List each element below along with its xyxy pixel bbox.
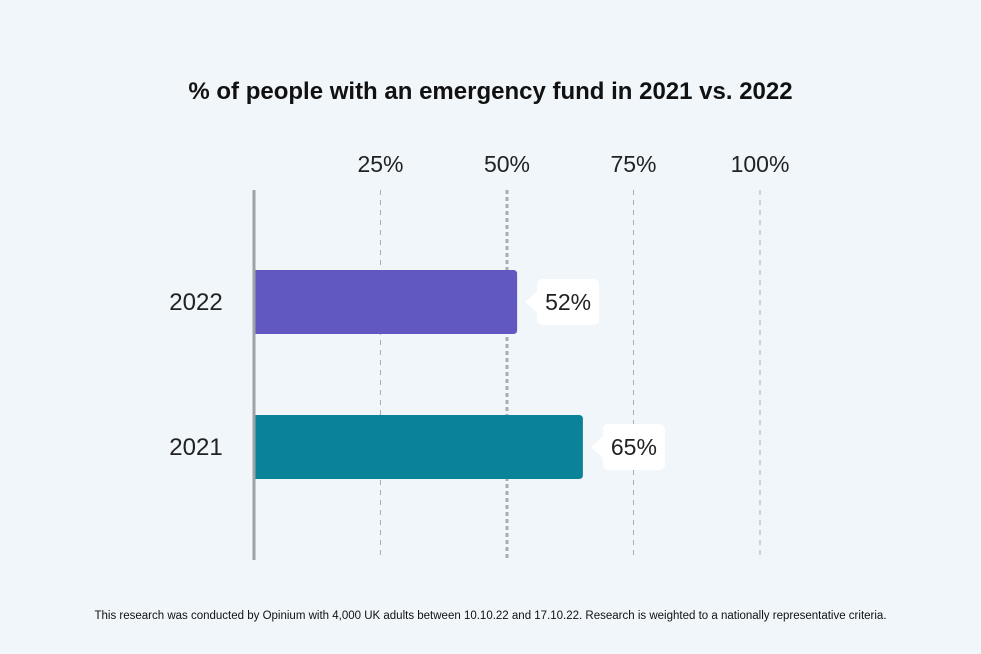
value-label: 52%: [545, 289, 591, 315]
x-tick-label: 75%: [610, 151, 656, 177]
x-tick-label: 25%: [357, 151, 403, 177]
value-label-box: [590, 424, 665, 470]
value-label: 65%: [611, 434, 657, 460]
bar-2021: [254, 415, 583, 479]
x-tick-label: 100%: [731, 151, 790, 177]
category-label: 2022: [169, 289, 222, 316]
bar-2022: [254, 270, 518, 334]
x-tick-label: 50%: [484, 151, 530, 177]
footnote: This research was conducted by Opinium w…: [94, 610, 887, 622]
value-label-box: [525, 279, 600, 325]
chart-title: % of people with an emergency fund in 20…: [188, 78, 793, 105]
category-label: 2021: [169, 434, 222, 461]
